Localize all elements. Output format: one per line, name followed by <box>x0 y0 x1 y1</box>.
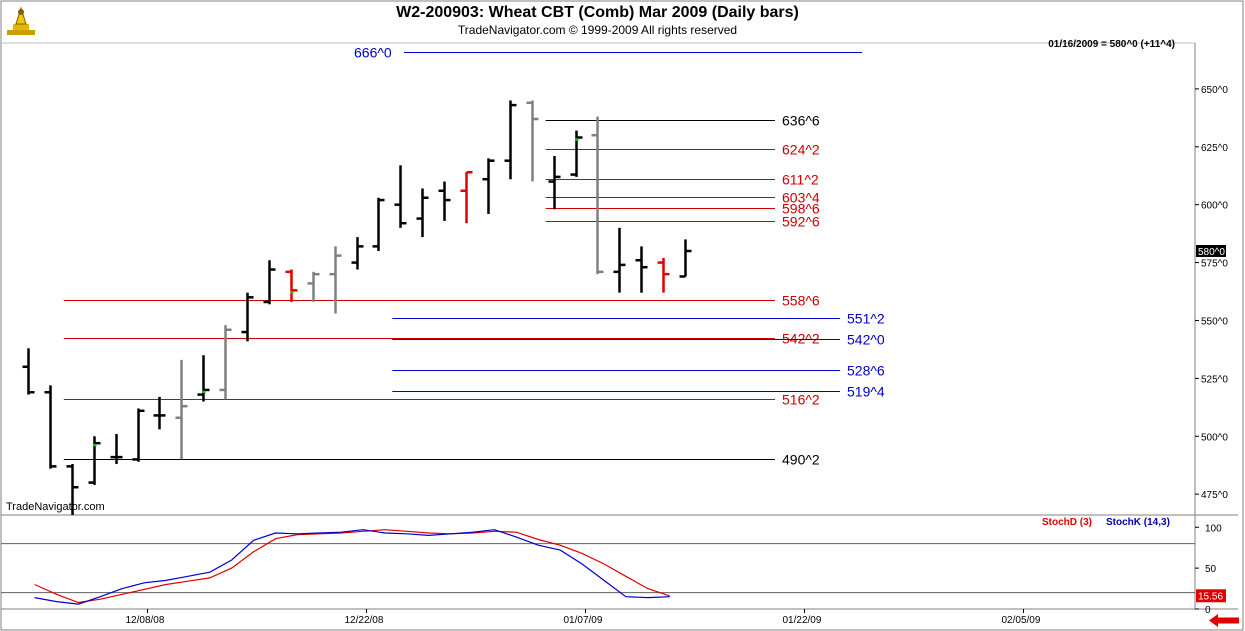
price-tick-label: 550^0 <box>1201 316 1228 327</box>
price-tick-label: 600^0 <box>1201 201 1228 212</box>
stoch-last-label: 15.56 <box>1198 591 1223 602</box>
ohlc-bar <box>613 227 626 293</box>
price-tick-label: 650^0 <box>1201 85 1228 96</box>
stoch-last-box <box>1196 589 1226 603</box>
stoch-tick-label: 50 <box>1205 564 1217 575</box>
chart-title: W2-200903: Wheat CBT (Comb) Mar 2009 (Da… <box>396 4 799 21</box>
date-tick-label: 02/05/09 <box>1002 615 1041 626</box>
price-tick-label: 500^0 <box>1201 432 1228 443</box>
last-price-label: 580^0 <box>1198 247 1225 258</box>
ohlc-bar <box>197 355 210 402</box>
stochastic-panel: 0 50 100 15.56 <box>1 523 1226 616</box>
watermark: TradeNavigator.com <box>6 501 105 513</box>
copyright-subtitle: TradeNavigator.com © 1999-2009 All right… <box>457 23 738 37</box>
date-tick-label: 12/22/08 <box>345 615 384 626</box>
level-label: 551^2 <box>847 311 885 327</box>
ohlc-bar <box>526 100 539 182</box>
ohlc-bar <box>153 396 166 430</box>
ohlc-bar <box>307 271 320 302</box>
ohlc-bar <box>175 359 188 460</box>
ohlc-bar <box>22 348 35 395</box>
date-tick-label: 01/07/09 <box>564 615 603 626</box>
ohlc-bar <box>394 165 407 228</box>
ohlc-bar <box>679 239 692 278</box>
level-label: 611^2 <box>782 172 819 188</box>
ohlc-bar <box>219 325 232 400</box>
ohlc-bar <box>635 246 648 293</box>
stoch-d-line <box>34 529 670 604</box>
price-tick-label: 575^0 <box>1201 259 1228 270</box>
price-bars <box>22 100 692 515</box>
level-label: 516^2 <box>782 392 820 408</box>
level-label: 542^0 <box>847 332 885 348</box>
ohlc-bar <box>241 292 254 342</box>
price-tick-label: 525^0 <box>1201 374 1228 385</box>
ohlc-bar <box>416 188 429 238</box>
ohlc-bar <box>110 433 123 465</box>
price-tick-label: 625^0 <box>1201 143 1228 154</box>
level-label: 603^4 <box>782 190 820 206</box>
level-label: 598^6 <box>782 201 820 217</box>
level-label: 666^0 <box>354 45 392 61</box>
ohlc-bar <box>66 464 79 515</box>
scroll-left-arrow-icon[interactable] <box>1208 613 1240 628</box>
ohlc-bar <box>548 156 561 210</box>
ohlc-bar <box>88 436 101 485</box>
date-tick-label: 12/08/08 <box>126 615 165 626</box>
stoch-d-legend: StochD (3) <box>1042 517 1092 528</box>
ohlc-bar <box>591 116 604 275</box>
ohlc-bar <box>132 408 145 462</box>
trade-navigator-logo-icon <box>7 6 35 35</box>
last-price-readout: 01/16/2009 = 580^0 (+11^4) <box>1048 39 1175 50</box>
level-label: 490^2 <box>782 452 820 468</box>
ohlc-bar <box>504 100 517 180</box>
level-label: 519^4 <box>847 384 885 400</box>
price-tick-label: 475^0 <box>1201 490 1228 501</box>
ohlc-bar <box>351 237 364 270</box>
ohlc-bar <box>329 246 342 314</box>
price-axis: 475^0 500^0 525^0 550^0 575^0 600^0 625^0 650^0… <box>1195 85 1228 501</box>
ohlc-bar <box>482 158 495 214</box>
date-axis: 12/08/08 12/22/08 01/07/09 01/22/09 02/05/09 <box>126 609 1041 626</box>
ohlc-bar <box>372 197 385 251</box>
level-label: 624^2 <box>782 142 820 158</box>
last-price-box <box>1196 245 1226 257</box>
ohlc-bar <box>657 257 670 293</box>
ohlc-bar <box>570 130 583 177</box>
level-label: 542^2 <box>782 331 820 347</box>
level-label: 592^6 <box>782 214 820 230</box>
ohlc-bar <box>285 269 298 302</box>
stoch-k-legend: StochK (14,3) <box>1106 517 1170 528</box>
ohlc-bar <box>263 260 276 305</box>
stoch-tick-label: 0 <box>1205 605 1211 616</box>
ohlc-bar <box>438 181 451 221</box>
level-label: 528^6 <box>847 363 885 379</box>
stoch-tick-label: 100 <box>1205 523 1222 534</box>
level-label: 558^6 <box>782 293 820 309</box>
date-tick-label: 01/22/09 <box>783 615 822 626</box>
stoch-k-line <box>34 529 670 605</box>
ohlc-bar <box>460 171 473 224</box>
ohlc-bar <box>44 385 57 469</box>
level-label: 636^6 <box>782 113 820 129</box>
